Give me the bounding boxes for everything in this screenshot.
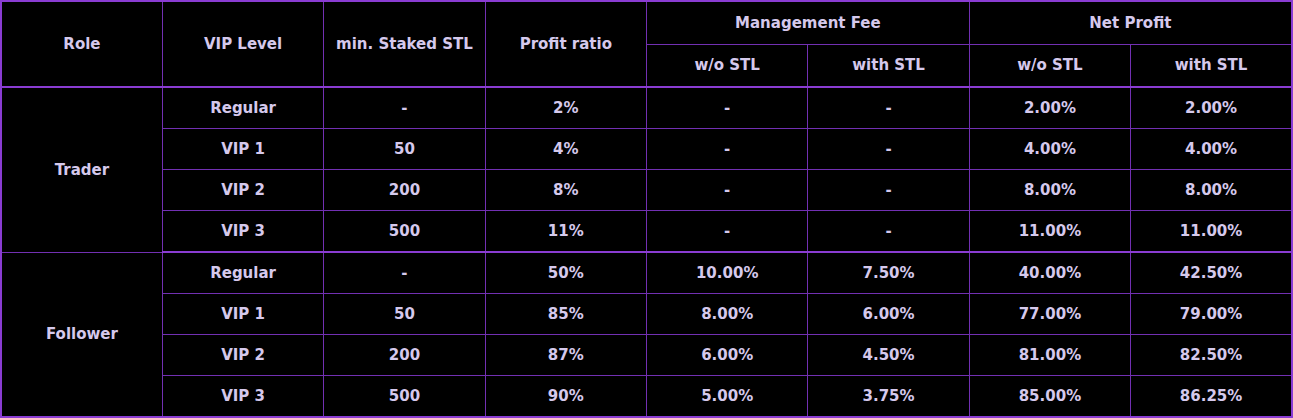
header-mgmt-fee-wo-stl: w/o STL: [647, 44, 808, 87]
cell-profit-ratio: 8%: [485, 170, 646, 211]
cell-net-profit-wo-stl: 4.00%: [969, 128, 1130, 169]
cell-mgmt-fee-with-stl: -: [808, 128, 969, 169]
table-row: VIP 2 200 87% 6.00% 4.50% 81.00% 82.50%: [1, 335, 1292, 376]
header-profit-ratio: Profit ratio: [485, 1, 646, 87]
cell-vip-level: VIP 3: [162, 376, 323, 417]
cell-vip-level: Regular: [162, 87, 323, 128]
cell-net-profit-with-stl: 4.00%: [1131, 128, 1292, 169]
table-body: Trader Regular - 2% - - 2.00% 2.00% VIP …: [1, 87, 1292, 417]
cell-mgmt-fee-with-stl: -: [808, 170, 969, 211]
cell-profit-ratio: 50%: [485, 252, 646, 293]
cell-mgmt-fee-with-stl: 7.50%: [808, 252, 969, 293]
cell-vip-level: Regular: [162, 252, 323, 293]
cell-mgmt-fee-wo-stl: 8.00%: [647, 293, 808, 334]
fee-tier-table: Role VIP Level min. Staked STL Profit ra…: [0, 0, 1293, 418]
header-management-fee: Management Fee: [647, 1, 970, 44]
header-net-profit-wo-stl: w/o STL: [969, 44, 1130, 87]
cell-mgmt-fee-wo-stl: 5.00%: [647, 376, 808, 417]
table-row: VIP 1 50 85% 8.00% 6.00% 77.00% 79.00%: [1, 293, 1292, 334]
cell-mgmt-fee-wo-stl: -: [647, 128, 808, 169]
cell-net-profit-with-stl: 8.00%: [1131, 170, 1292, 211]
cell-min-staked: 50: [324, 128, 485, 169]
cell-net-profit-with-stl: 86.25%: [1131, 376, 1292, 417]
header-mgmt-fee-with-stl: with STL: [808, 44, 969, 87]
cell-profit-ratio: 4%: [485, 128, 646, 169]
cell-net-profit-wo-stl: 2.00%: [969, 87, 1130, 128]
cell-mgmt-fee-wo-stl: -: [647, 170, 808, 211]
cell-net-profit-wo-stl: 11.00%: [969, 211, 1130, 252]
cell-vip-level: VIP 2: [162, 335, 323, 376]
cell-min-staked: 50: [324, 293, 485, 334]
table-row: Follower Regular - 50% 10.00% 7.50% 40.0…: [1, 252, 1292, 293]
cell-mgmt-fee-wo-stl: -: [647, 87, 808, 128]
cell-profit-ratio: 2%: [485, 87, 646, 128]
cell-vip-level: VIP 1: [162, 293, 323, 334]
cell-mgmt-fee-with-stl: 4.50%: [808, 335, 969, 376]
table-header: Role VIP Level min. Staked STL Profit ra…: [1, 1, 1292, 87]
header-net-profit-with-stl: with STL: [1131, 44, 1292, 87]
table-row: VIP 3 500 90% 5.00% 3.75% 85.00% 86.25%: [1, 376, 1292, 417]
cell-min-staked: 200: [324, 335, 485, 376]
cell-min-staked: 500: [324, 376, 485, 417]
cell-net-profit-wo-stl: 81.00%: [969, 335, 1130, 376]
cell-mgmt-fee-with-stl: -: [808, 87, 969, 128]
cell-net-profit-with-stl: 82.50%: [1131, 335, 1292, 376]
cell-vip-level: VIP 1: [162, 128, 323, 169]
cell-mgmt-fee-with-stl: 3.75%: [808, 376, 969, 417]
cell-profit-ratio: 85%: [485, 293, 646, 334]
cell-net-profit-with-stl: 2.00%: [1131, 87, 1292, 128]
cell-net-profit-with-stl: 79.00%: [1131, 293, 1292, 334]
cell-mgmt-fee-wo-stl: -: [647, 211, 808, 252]
cell-min-staked: -: [324, 87, 485, 128]
cell-net-profit-wo-stl: 8.00%: [969, 170, 1130, 211]
role-cell-trader: Trader: [1, 87, 162, 252]
cell-net-profit-with-stl: 11.00%: [1131, 211, 1292, 252]
cell-net-profit-wo-stl: 77.00%: [969, 293, 1130, 334]
cell-min-staked: 200: [324, 170, 485, 211]
cell-mgmt-fee-wo-stl: 10.00%: [647, 252, 808, 293]
table-row: VIP 1 50 4% - - 4.00% 4.00%: [1, 128, 1292, 169]
cell-vip-level: VIP 3: [162, 211, 323, 252]
header-net-profit: Net Profit: [969, 1, 1292, 44]
table-row: Trader Regular - 2% - - 2.00% 2.00%: [1, 87, 1292, 128]
cell-min-staked: 500: [324, 211, 485, 252]
header-role: Role: [1, 1, 162, 87]
cell-mgmt-fee-with-stl: 6.00%: [808, 293, 969, 334]
cell-profit-ratio: 87%: [485, 335, 646, 376]
cell-min-staked: -: [324, 252, 485, 293]
cell-net-profit-wo-stl: 85.00%: [969, 376, 1130, 417]
header-row-groups: Role VIP Level min. Staked STL Profit ra…: [1, 1, 1292, 44]
cell-net-profit-with-stl: 42.50%: [1131, 252, 1292, 293]
role-cell-follower: Follower: [1, 252, 162, 417]
cell-net-profit-wo-stl: 40.00%: [969, 252, 1130, 293]
cell-vip-level: VIP 2: [162, 170, 323, 211]
header-vip-level: VIP Level: [162, 1, 323, 87]
cell-mgmt-fee-with-stl: -: [808, 211, 969, 252]
cell-profit-ratio: 90%: [485, 376, 646, 417]
header-min-staked-stl: min. Staked STL: [324, 1, 485, 87]
table-row: VIP 2 200 8% - - 8.00% 8.00%: [1, 170, 1292, 211]
cell-profit-ratio: 11%: [485, 211, 646, 252]
table-row: VIP 3 500 11% - - 11.00% 11.00%: [1, 211, 1292, 252]
cell-mgmt-fee-wo-stl: 6.00%: [647, 335, 808, 376]
